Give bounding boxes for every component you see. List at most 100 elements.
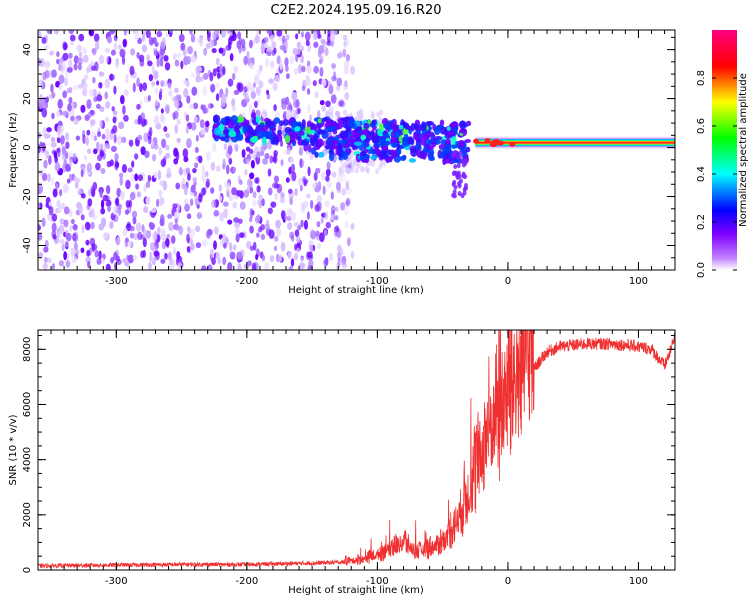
signal-blob: [316, 124, 322, 129]
noise-blob: [305, 39, 310, 47]
noise-blob: [312, 182, 317, 189]
speckle-blob: [355, 161, 360, 168]
noise-blob: [192, 176, 198, 183]
noise-blob: [156, 30, 163, 38]
noise-blob: [252, 191, 257, 199]
noise-blob: [336, 244, 342, 252]
noise-blob: [134, 119, 139, 125]
noise-blob: [160, 80, 164, 87]
signal-blob: [404, 122, 410, 130]
noise-blob: [51, 263, 55, 270]
noise-blob: [137, 115, 142, 125]
noise-blob: [201, 239, 208, 248]
noise-blob: [66, 66, 73, 73]
noise-blob: [174, 218, 179, 224]
noise-blob: [178, 33, 185, 43]
noise-blob: [252, 82, 256, 88]
noise-blob: [75, 135, 81, 141]
signal-blob: [371, 120, 376, 126]
noise-blob: [291, 211, 297, 222]
noise-blob: [58, 74, 65, 85]
noise-blob: [162, 37, 166, 45]
speckle-blob: [356, 110, 361, 117]
noise-blob: [149, 242, 155, 251]
noise-blob: [77, 62, 82, 71]
noise-blob: [287, 222, 293, 231]
noise-blob: [154, 115, 160, 126]
noise-blob: [287, 188, 293, 194]
noise-blob: [144, 150, 150, 159]
noise-blob: [336, 261, 341, 270]
noise-blob: [324, 200, 330, 208]
noise-blob: [303, 219, 309, 230]
noise-blob: [104, 101, 111, 109]
noise-blob: [249, 208, 254, 218]
speckle-blob: [350, 167, 355, 174]
noise-blob: [301, 85, 306, 92]
noise-blob: [105, 55, 109, 64]
noise-blob: [165, 144, 170, 151]
noise-blob: [336, 77, 343, 87]
noise-blob: [123, 228, 128, 235]
noise-blob: [73, 175, 78, 182]
noise-blob: [52, 188, 58, 198]
noise-blob: [158, 146, 163, 156]
noise-blob: [70, 218, 75, 225]
noise-blob: [278, 254, 283, 263]
noise-blob: [276, 55, 281, 65]
noise-blob: [202, 73, 209, 80]
signal-blob: [249, 136, 258, 144]
noise-blob: [306, 88, 311, 95]
noise-blob: [330, 32, 336, 42]
noise-blob: [227, 262, 233, 270]
noise-blob: [227, 78, 234, 87]
noise-blob: [74, 248, 80, 256]
noise-blob: [80, 247, 85, 254]
noise-blob: [248, 39, 253, 49]
noise-blob: [209, 72, 214, 82]
noise-blob: [163, 126, 168, 133]
signal-blob: [421, 138, 427, 146]
noise-blob: [121, 55, 126, 66]
noise-blob: [110, 128, 115, 134]
noise-blob: [315, 167, 321, 174]
noise-blob: [147, 174, 152, 182]
signal-blob: [327, 138, 332, 146]
noise-blob: [82, 54, 89, 63]
noise-blob: [350, 223, 355, 230]
signal-blob: [447, 130, 455, 138]
noise-blob: [320, 217, 324, 224]
signal-blob: [443, 129, 448, 136]
noise-blob: [147, 135, 152, 145]
noise-blob: [80, 193, 86, 199]
colorbar: 0.0 0.2 0.4 0.6 0.8 Normalized spectral ampl…: [696, 30, 749, 278]
noise-blob: [184, 203, 190, 212]
noise-blob: [237, 263, 242, 270]
spectrogram-ylabel: Frequency (Hz): [8, 112, 19, 188]
noise-blob: [151, 153, 157, 162]
noise-blob: [67, 103, 72, 112]
snr-xlabel: Height of straight line (km): [288, 585, 424, 596]
noise-blob: [170, 235, 176, 244]
noise-blob: [68, 86, 73, 94]
noise-blob: [125, 237, 130, 243]
noise-blob: [344, 68, 349, 75]
signal-blob: [266, 130, 272, 137]
noise-blob: [51, 91, 56, 99]
signal-blob: [458, 139, 465, 148]
noise-blob: [166, 167, 171, 175]
signal-blob: [282, 119, 289, 126]
noise-blob: [198, 193, 203, 203]
noise-blob: [58, 260, 65, 267]
noise-blob: [167, 82, 172, 89]
noise-blob: [218, 184, 222, 192]
signal-blob: [438, 153, 444, 159]
noise-blob: [114, 152, 119, 161]
noise-blob: [77, 44, 82, 53]
noise-blob: [313, 41, 319, 48]
tail-blob: [461, 162, 466, 168]
noise-blob: [269, 255, 275, 263]
tail-blob: [453, 164, 458, 170]
noise-blob: [274, 192, 278, 201]
